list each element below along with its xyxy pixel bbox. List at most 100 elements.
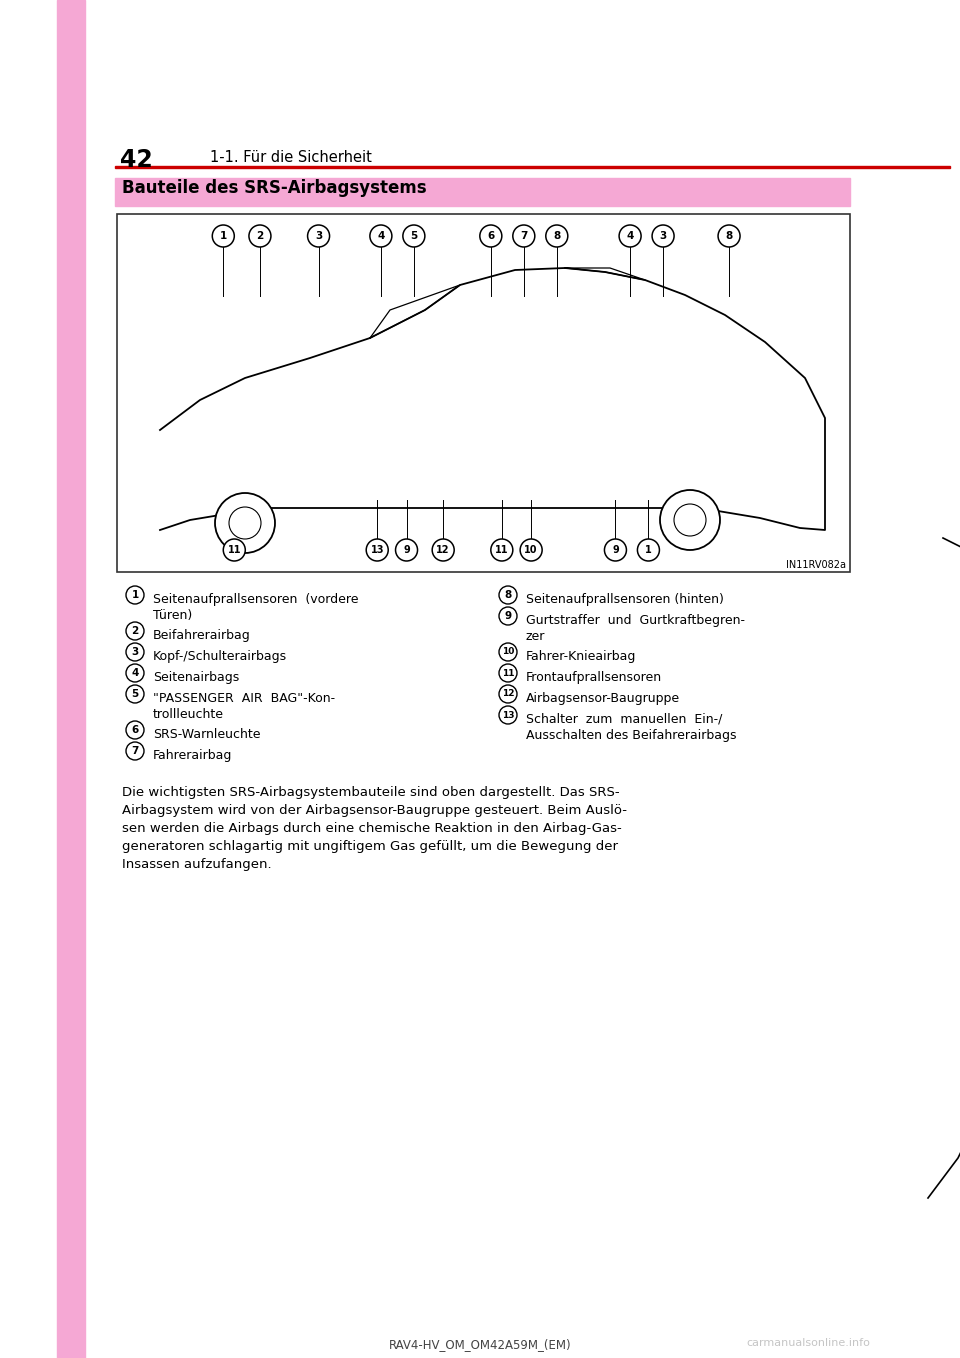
Circle shape bbox=[215, 493, 275, 553]
Text: 1: 1 bbox=[132, 589, 138, 600]
Text: 11: 11 bbox=[495, 545, 509, 555]
Bar bbox=[115, 166, 950, 168]
Text: 9: 9 bbox=[612, 545, 619, 555]
Circle shape bbox=[499, 642, 517, 661]
Text: RAV4-HV_OM_OM42A59M_(EM): RAV4-HV_OM_OM42A59M_(EM) bbox=[389, 1338, 571, 1351]
Circle shape bbox=[126, 664, 144, 682]
Text: Fahrer-Knieairbag: Fahrer-Knieairbag bbox=[526, 650, 636, 663]
Text: Gurtstraffer  und  Gurtkraftbegren-: Gurtstraffer und Gurtkraftbegren- bbox=[526, 614, 745, 627]
Text: 4: 4 bbox=[132, 668, 138, 678]
Text: 5: 5 bbox=[132, 689, 138, 699]
Circle shape bbox=[224, 539, 246, 561]
Text: Airbagsystem wird von der Airbagsensor-Baugruppe gesteuert. Beim Auslö-: Airbagsystem wird von der Airbagsensor-B… bbox=[122, 804, 627, 818]
Circle shape bbox=[491, 539, 513, 561]
Text: Türen): Türen) bbox=[153, 608, 192, 622]
Text: Frontaufprallsensoren: Frontaufprallsensoren bbox=[526, 671, 662, 684]
Circle shape bbox=[403, 225, 425, 247]
Text: Seitenaufprallsensoren (hinten): Seitenaufprallsensoren (hinten) bbox=[526, 593, 724, 606]
Text: 3: 3 bbox=[132, 646, 138, 657]
Circle shape bbox=[605, 539, 627, 561]
Circle shape bbox=[126, 741, 144, 760]
Text: 1: 1 bbox=[220, 231, 227, 240]
Circle shape bbox=[499, 706, 517, 724]
Text: 1-1. Für die Sicherheit: 1-1. Für die Sicherheit bbox=[210, 149, 372, 166]
Text: IN11RV082a: IN11RV082a bbox=[786, 559, 846, 570]
Circle shape bbox=[126, 622, 144, 640]
Text: 11: 11 bbox=[502, 668, 515, 678]
Circle shape bbox=[432, 539, 454, 561]
Circle shape bbox=[396, 539, 418, 561]
Text: 10: 10 bbox=[524, 545, 538, 555]
Text: 12: 12 bbox=[502, 690, 515, 698]
Circle shape bbox=[370, 225, 392, 247]
Text: sen werden die Airbags durch eine chemische Reaktion in den Airbag-Gas-: sen werden die Airbags durch eine chemis… bbox=[122, 822, 622, 835]
Text: 4: 4 bbox=[627, 231, 634, 240]
Text: Kopf-/Schulterairbags: Kopf-/Schulterairbags bbox=[153, 650, 287, 663]
Text: 2: 2 bbox=[256, 231, 264, 240]
Text: 42: 42 bbox=[120, 148, 153, 172]
Circle shape bbox=[674, 504, 706, 536]
Text: 3: 3 bbox=[315, 231, 323, 240]
Text: 5: 5 bbox=[410, 231, 418, 240]
Circle shape bbox=[499, 607, 517, 625]
Circle shape bbox=[126, 642, 144, 661]
Text: 7: 7 bbox=[132, 746, 138, 756]
Circle shape bbox=[619, 225, 641, 247]
Circle shape bbox=[499, 664, 517, 682]
Circle shape bbox=[499, 684, 517, 703]
Text: generatoren schlagartig mit ungiftigem Gas gefüllt, um die Bewegung der: generatoren schlagartig mit ungiftigem G… bbox=[122, 841, 618, 853]
Circle shape bbox=[637, 539, 660, 561]
Text: Schalter  zum  manuellen  Ein-/: Schalter zum manuellen Ein-/ bbox=[526, 713, 722, 727]
Text: 6: 6 bbox=[488, 231, 494, 240]
Text: 7: 7 bbox=[520, 231, 527, 240]
Text: carmanualsonline.info: carmanualsonline.info bbox=[746, 1338, 870, 1348]
Text: 9: 9 bbox=[403, 545, 410, 555]
Text: 10: 10 bbox=[502, 648, 515, 656]
Text: 13: 13 bbox=[371, 545, 384, 555]
Text: zer: zer bbox=[526, 630, 545, 642]
Circle shape bbox=[660, 490, 720, 550]
Circle shape bbox=[366, 539, 388, 561]
Text: 1: 1 bbox=[645, 545, 652, 555]
Text: Bauteile des SRS-Airbagsystems: Bauteile des SRS-Airbagsystems bbox=[122, 179, 426, 197]
Text: Insassen aufzufangen.: Insassen aufzufangen. bbox=[122, 858, 272, 870]
Circle shape bbox=[126, 721, 144, 739]
Text: Seitenaufprallsensoren  (vordere: Seitenaufprallsensoren (vordere bbox=[153, 593, 358, 606]
Text: Airbagsensor-Baugruppe: Airbagsensor-Baugruppe bbox=[526, 693, 680, 705]
Circle shape bbox=[229, 507, 261, 539]
Text: Fahrerairbag: Fahrerairbag bbox=[153, 750, 232, 762]
Text: 9: 9 bbox=[504, 611, 512, 621]
Circle shape bbox=[520, 539, 542, 561]
Circle shape bbox=[499, 587, 517, 604]
Circle shape bbox=[126, 684, 144, 703]
Text: Ausschalten des Beifahrerairbags: Ausschalten des Beifahrerairbags bbox=[526, 729, 736, 741]
Text: 12: 12 bbox=[437, 545, 450, 555]
Bar bbox=[117, 215, 850, 572]
Text: 2: 2 bbox=[132, 626, 138, 636]
Text: 8: 8 bbox=[504, 589, 512, 600]
Circle shape bbox=[249, 225, 271, 247]
Text: SRS-Warnleuchte: SRS-Warnleuchte bbox=[153, 728, 260, 741]
Circle shape bbox=[718, 225, 740, 247]
Text: 13: 13 bbox=[502, 710, 515, 720]
Circle shape bbox=[126, 587, 144, 604]
Text: 8: 8 bbox=[726, 231, 732, 240]
Circle shape bbox=[513, 225, 535, 247]
Text: Beifahrerairbag: Beifahrerairbag bbox=[153, 629, 251, 642]
Bar bbox=[115, 178, 850, 206]
Text: "PASSENGER  AIR  BAG"-Kon-: "PASSENGER AIR BAG"-Kon- bbox=[153, 693, 335, 705]
Text: 6: 6 bbox=[132, 725, 138, 735]
Text: 8: 8 bbox=[553, 231, 561, 240]
Circle shape bbox=[212, 225, 234, 247]
Text: Die wichtigsten SRS-Airbagsystembauteile sind oben dargestellt. Das SRS-: Die wichtigsten SRS-Airbagsystembauteile… bbox=[122, 786, 619, 799]
Bar bbox=[57, 0, 85, 1358]
Circle shape bbox=[480, 225, 502, 247]
Text: 4: 4 bbox=[377, 231, 385, 240]
Circle shape bbox=[652, 225, 674, 247]
Circle shape bbox=[546, 225, 567, 247]
Text: 3: 3 bbox=[660, 231, 666, 240]
Text: trollleuchte: trollleuchte bbox=[153, 708, 224, 721]
Text: Seitenairbags: Seitenairbags bbox=[153, 671, 239, 684]
Text: 11: 11 bbox=[228, 545, 241, 555]
Circle shape bbox=[307, 225, 329, 247]
